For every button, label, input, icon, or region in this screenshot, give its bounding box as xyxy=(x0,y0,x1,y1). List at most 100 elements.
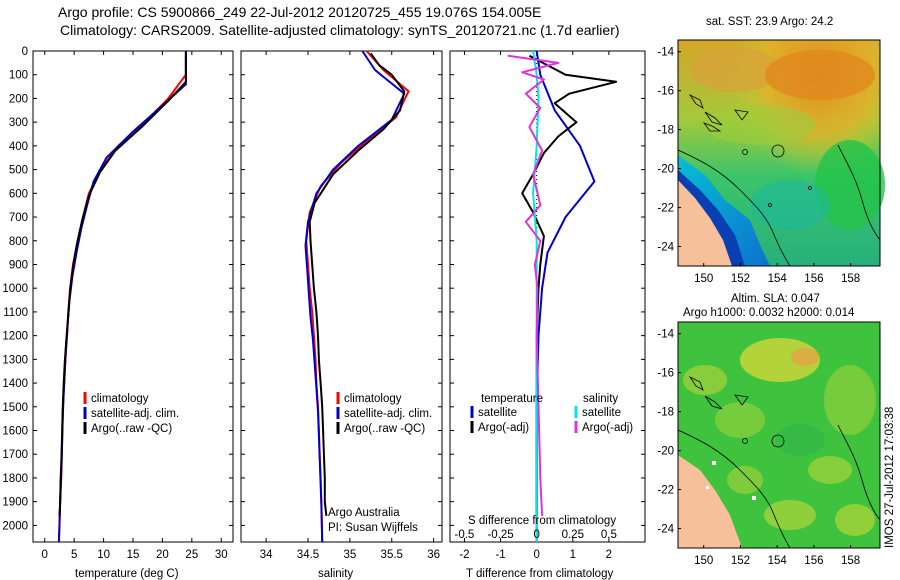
map-x-tick-label: 156 xyxy=(804,273,823,285)
map-x-tick-label: 150 xyxy=(694,273,713,285)
x-tick-label: 20 xyxy=(156,549,169,561)
map-y-tick-label: -22 xyxy=(657,485,674,497)
map-y-tick-label: -16 xyxy=(657,86,674,98)
legend-salinity-title: salinity xyxy=(583,393,618,405)
s-diff-tick-label: 0.25 xyxy=(562,529,584,541)
map-y-tick-label: -16 xyxy=(657,368,674,380)
map-y-tick-label: -18 xyxy=(657,125,674,137)
temperature-legend: climatology satellite-adj. clim. Argo(..… xyxy=(83,392,179,435)
depth-tick-label: 700 xyxy=(9,212,28,224)
x-tick-label: 35.5 xyxy=(381,549,403,561)
depth-tick-label: 600 xyxy=(9,188,28,200)
map-y-tick-label: -20 xyxy=(657,446,674,458)
depth-tick-label: 900 xyxy=(9,259,28,271)
sst-map-axes: 150 152 154 156 158 -14 -16 -18 -20 -22 -24 xyxy=(657,47,860,285)
salinity-legend: climatology satellite-adj. clim. Argo(..… xyxy=(336,392,432,435)
map-y-tick-label: -20 xyxy=(657,164,674,176)
title-line-2: Climatology: CARS2009. Satellite-adjuste… xyxy=(60,22,620,38)
sal-legend-satellite: satellite-adj. clim. xyxy=(344,408,432,420)
series-line-argo-raw-qc- xyxy=(58,52,187,516)
sst-map-title: sat. SST: 23.9 Argo: 24.2 xyxy=(706,16,833,28)
difference-panel xyxy=(449,50,646,543)
x-tick-label: 1 xyxy=(570,549,576,561)
x-tick-label: 34.5 xyxy=(297,549,319,561)
x-tick-label: 10 xyxy=(97,549,110,561)
x-tick-label: -2 xyxy=(459,549,469,561)
temperature-x-ticks: 0 5 10 15 20 25 30 xyxy=(42,51,228,561)
map-x-tick-label: 150 xyxy=(694,555,713,567)
depth-tick-label: 1700 xyxy=(2,449,28,461)
difference-lines xyxy=(507,50,618,542)
legend-temperature-title: temperature xyxy=(481,393,543,405)
x-tick-label: 30 xyxy=(215,549,228,561)
map-x-tick-label: 158 xyxy=(841,555,860,567)
map-y-tick-label: -22 xyxy=(657,203,674,215)
sla-map-title-2: Argo h1000: 0.0032 h2000: 0.014 xyxy=(683,307,855,319)
x-tick-label: 0 xyxy=(533,549,539,561)
series-line-argo-raw-qc- xyxy=(308,52,406,517)
pi-label: PI: Susan Wijffels xyxy=(328,522,418,534)
map-x-tick-label: 152 xyxy=(731,273,750,285)
depth-tick-label: 300 xyxy=(9,117,28,129)
map-x-tick-label: 156 xyxy=(804,555,823,567)
x-tick-label: 0 xyxy=(42,549,48,561)
sst-map xyxy=(677,39,885,267)
x-tick-label: 5 xyxy=(71,549,77,561)
depth-tick-label: 1800 xyxy=(2,473,28,485)
depth-tick-label: 1600 xyxy=(2,426,28,438)
depth-tick-label: 1300 xyxy=(2,354,28,366)
x-tick-label: 35 xyxy=(343,549,356,561)
difference-legend: temperature salinity satellite Argo(-adj… xyxy=(470,393,633,434)
depth-axis: 0 100 200 300 400 500 600 700 800 900 1000 1100 1200… xyxy=(2,46,645,532)
salinity-lines xyxy=(304,50,410,543)
map-x-tick-label: 154 xyxy=(768,273,788,285)
map-x-tick-label: 158 xyxy=(841,273,860,285)
diff-legend-s-argo: Argo(-adj) xyxy=(582,422,633,434)
depth-tick-label: 1200 xyxy=(2,331,28,343)
map-y-tick-label: -18 xyxy=(657,407,674,419)
salinity-panel xyxy=(240,50,443,543)
diff-legend-t-argo: Argo(-adj) xyxy=(478,422,529,434)
series-line-satellite-adj-clim- xyxy=(304,50,406,543)
x-tick-label: 25 xyxy=(185,549,198,561)
map-x-tick-label: 154 xyxy=(768,555,788,567)
depth-tick-label: 1900 xyxy=(2,497,28,509)
s-diff-tick-label: 0 xyxy=(533,529,539,541)
depth-tick-label: 1000 xyxy=(2,283,28,295)
depth-tick-label: 200 xyxy=(9,93,28,105)
sal-legend-climatology: climatology xyxy=(344,393,402,405)
map-y-tick-label: -14 xyxy=(657,329,674,341)
s-diff-tick-label: 0.5 xyxy=(601,529,617,541)
depth-tick-label: 1100 xyxy=(3,307,28,319)
temperature-panel xyxy=(32,50,234,543)
sla-map-axes: 150 152 154 156 158 -14 -16 -18 -20 -22 -24 xyxy=(657,329,860,567)
map-y-tick-label: -24 xyxy=(657,524,674,536)
depth-tick-label: 500 xyxy=(9,165,28,177)
depth-tick-label: 800 xyxy=(9,236,28,248)
argo-australia-label: Argo Australia xyxy=(328,507,400,519)
depth-tick-label: 1500 xyxy=(2,402,28,414)
diff-legend-t-sat: satellite xyxy=(478,407,517,419)
depth-tick-label: 400 xyxy=(9,141,28,153)
salinity-x-ticks: 34 34.5 35 35.5 36 xyxy=(260,51,440,561)
series-line-salinity-argo-adj- xyxy=(507,54,560,516)
sla-map-title-1: Altim. SLA: 0.047 xyxy=(731,293,820,305)
legend-satellite: satellite-adj. clim. xyxy=(91,408,179,420)
depth-tick-label: 1400 xyxy=(2,378,28,390)
series-line-salinity-satellite xyxy=(532,50,540,542)
x-tick-label: 36 xyxy=(427,549,440,561)
x-tick-label: 2 xyxy=(606,549,612,561)
title-line-1: Argo profile: CS 5900866_249 22-Jul-2012… xyxy=(58,4,542,20)
legend-climatology: climatology xyxy=(91,393,149,405)
map-y-tick-label: -14 xyxy=(657,47,674,59)
depth-tick-label: 2000 xyxy=(2,520,28,532)
legend-argo: Argo(..raw -QC) xyxy=(91,423,172,435)
temperature-lines xyxy=(57,51,187,543)
footer-stamp: IMOS 27-Jul-2012 17:03:38 xyxy=(884,406,896,548)
sla-map xyxy=(677,321,881,549)
s-diff-tick-label: -0.5 xyxy=(455,529,475,541)
difference-x-label: T difference from climatology xyxy=(466,568,613,580)
s-difference-ticks: -0.5 -0.25 0 0.25 0.5 xyxy=(455,529,617,541)
sal-legend-argo: Argo(..raw -QC) xyxy=(344,423,425,435)
